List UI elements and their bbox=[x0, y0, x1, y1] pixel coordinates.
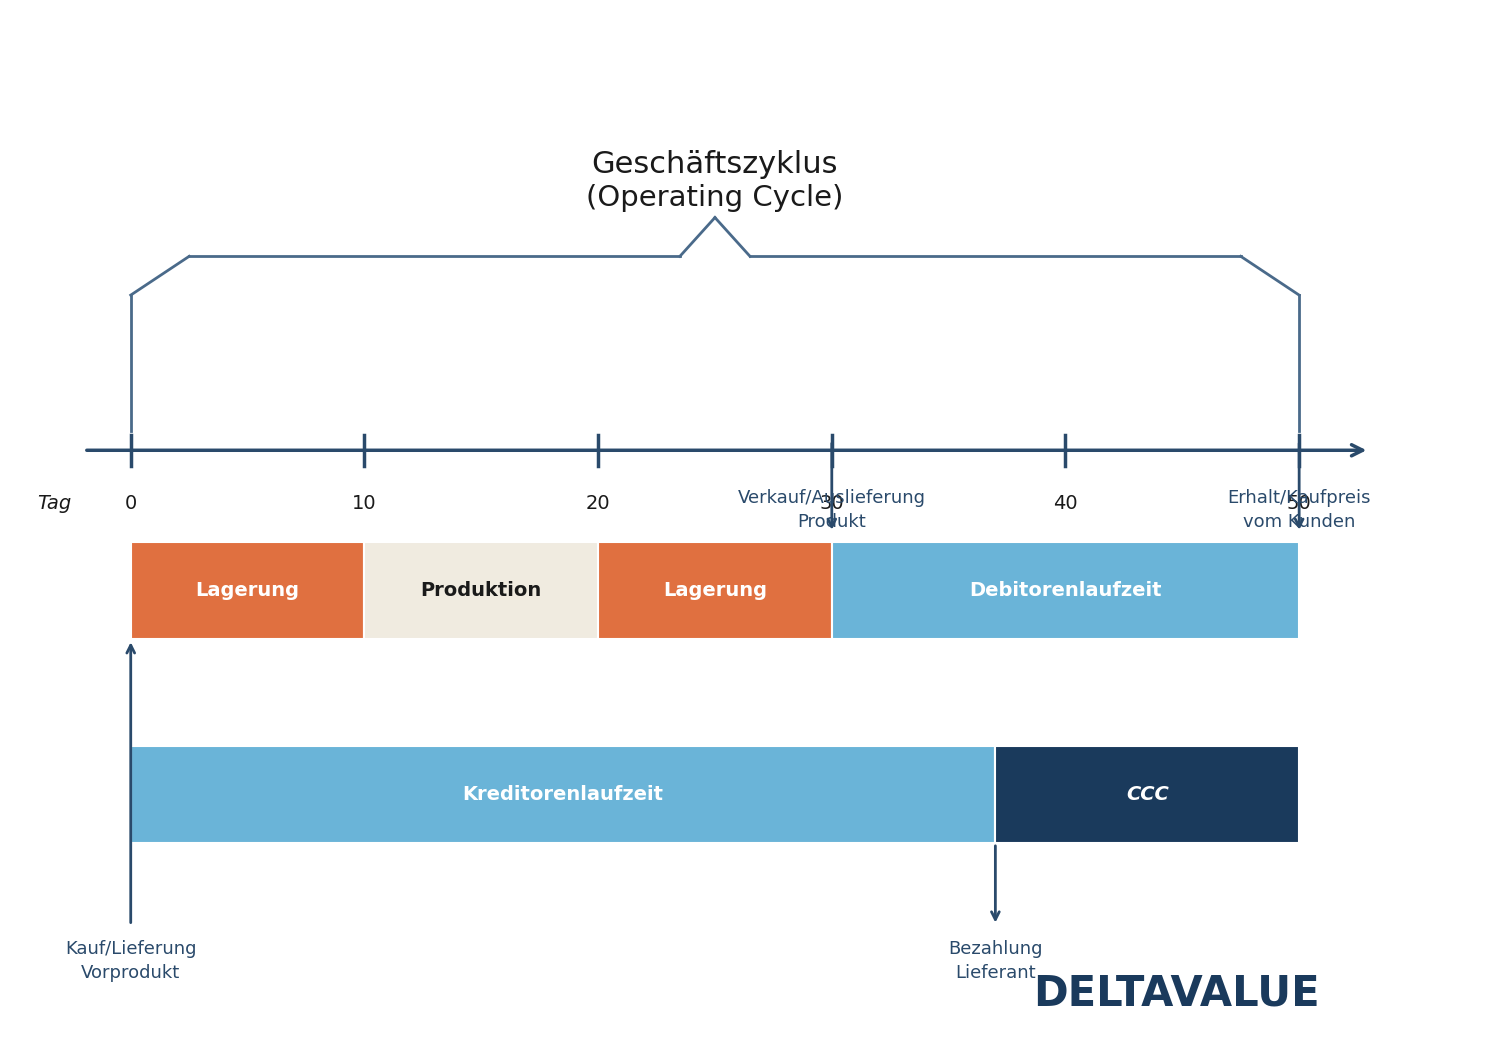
Text: Produktion: Produktion bbox=[420, 582, 542, 600]
Bar bbox=[364, 543, 598, 639]
Text: 30: 30 bbox=[819, 494, 844, 513]
Bar bbox=[833, 543, 1299, 639]
Text: Lagerung: Lagerung bbox=[663, 582, 766, 600]
Text: 10: 10 bbox=[352, 494, 376, 513]
Text: 50: 50 bbox=[1287, 494, 1311, 513]
Text: Tag: Tag bbox=[38, 494, 72, 513]
Bar bbox=[130, 543, 364, 639]
Text: 0: 0 bbox=[124, 494, 136, 513]
Text: Kauf/Lieferung
Vorprodukt: Kauf/Lieferung Vorprodukt bbox=[64, 940, 196, 981]
Text: DELTAVALUE: DELTAVALUE bbox=[1034, 973, 1320, 1015]
Bar bbox=[598, 543, 832, 639]
Text: 40: 40 bbox=[1053, 494, 1078, 513]
Text: Debitorenlaufzeit: Debitorenlaufzeit bbox=[969, 582, 1161, 600]
Text: 20: 20 bbox=[586, 494, 610, 513]
Bar bbox=[130, 746, 996, 843]
Text: Bezahlung
Lieferant: Bezahlung Lieferant bbox=[948, 940, 1042, 981]
Text: Geschäftszyklus: Geschäftszyklus bbox=[591, 150, 838, 179]
Text: Kreditorenlaufzeit: Kreditorenlaufzeit bbox=[462, 786, 663, 804]
Bar bbox=[996, 746, 1299, 843]
Text: (Operating Cycle): (Operating Cycle) bbox=[586, 184, 843, 211]
Text: Lagerung: Lagerung bbox=[195, 582, 300, 600]
Text: CCC: CCC bbox=[1126, 786, 1168, 804]
Text: Erhalt/Kaufpreis
vom Kunden: Erhalt/Kaufpreis vom Kunden bbox=[1227, 490, 1371, 530]
Text: Verkauf/Auslieferung
Produkt: Verkauf/Auslieferung Produkt bbox=[738, 490, 926, 530]
